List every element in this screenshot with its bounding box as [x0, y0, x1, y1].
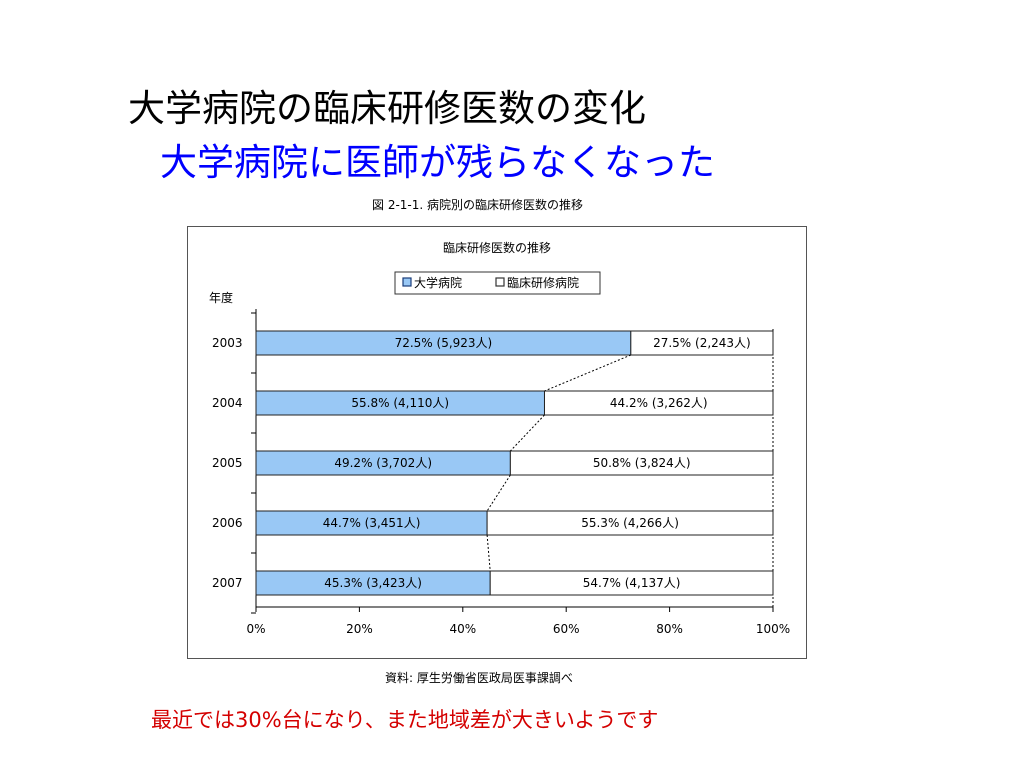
data-label: 55.3% (4,266人) — [581, 516, 679, 530]
x-tick-label: 80% — [656, 622, 683, 636]
data-label: 44.7% (3,451人) — [323, 516, 421, 530]
bar-university — [255, 390, 545, 416]
footnote: 最近では30%台になり、また地域差が大きいようです — [151, 708, 659, 732]
connector-line — [544, 354, 632, 392]
category-label: 2007 — [212, 576, 243, 590]
data-label: 50.8% (3,824人) — [593, 456, 691, 470]
chart-frame: 臨床研修医数の推移大学病院 臨床研修病院年度 0% 20% 40% 60% 80% 100% 2… — [187, 226, 807, 659]
data-label: 45.3% (3,423人) — [324, 576, 422, 590]
chart-title: 臨床研修医数の推移 — [443, 240, 551, 255]
legend-swatch-university — [402, 277, 412, 287]
bar-university — [255, 510, 488, 536]
x-tick-label: 20% — [346, 622, 373, 636]
bar-clinical — [486, 510, 774, 536]
y-axis-label: 年度 — [209, 290, 233, 305]
bar-university — [255, 570, 491, 596]
connector-line — [510, 414, 545, 452]
source-note: 資料: 厚生労働省医政局医事課調べ — [385, 671, 573, 685]
bar-clinical — [630, 330, 774, 356]
x-tick-label: 40% — [449, 622, 476, 636]
category-label: 2006 — [212, 516, 243, 530]
connector-line — [486, 474, 511, 512]
legend-label-clinical: 臨床研修病院 — [507, 275, 579, 290]
data-label: 49.2% (3,702人) — [334, 456, 432, 470]
bar-clinical — [509, 450, 774, 476]
data-label: 72.5% (5,923人) — [395, 336, 493, 350]
data-label: 55.8% (4,110人) — [351, 396, 449, 410]
data-label: 54.7% (4,137人) — [583, 576, 681, 590]
legend-swatch-clinical — [495, 277, 505, 287]
category-label: 2004 — [212, 396, 243, 410]
bar-university — [255, 330, 632, 356]
x-tick-label: 100% — [756, 622, 790, 636]
bar-clinical — [543, 390, 774, 416]
data-label: 44.2% (3,262人) — [610, 396, 708, 410]
category-label: 2003 — [212, 336, 243, 350]
figure-caption: 図 2-1-1. 病院別の臨床研修医数の推移 — [372, 198, 584, 212]
legend-label-university: 大学病院 — [414, 275, 462, 290]
x-tick-label: 60% — [553, 622, 580, 636]
slide-title: 大学病院の臨床研修医数の変化 — [128, 87, 646, 130]
category-label: 2005 — [212, 456, 243, 470]
slide-subtitle: 大学病院に医師が残らなくなった — [160, 141, 715, 184]
bar-clinical — [489, 570, 774, 596]
connector-line — [486, 534, 491, 572]
data-label: 27.5% (2,243人) — [653, 336, 751, 350]
x-tick-label: 0% — [246, 622, 265, 636]
